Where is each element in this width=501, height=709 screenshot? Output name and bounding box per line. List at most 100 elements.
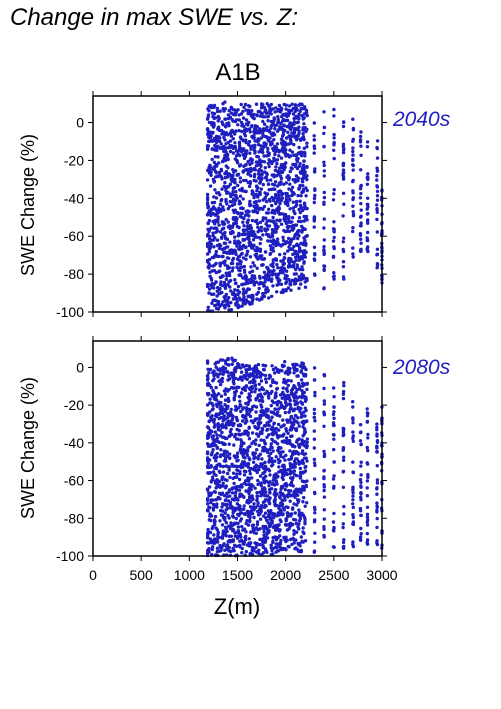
data-point	[215, 191, 219, 195]
data-point	[231, 190, 235, 194]
data-point	[267, 433, 271, 437]
data-point	[258, 274, 262, 279]
data-point	[262, 127, 267, 131]
data-point	[358, 138, 363, 142]
data-point	[219, 448, 223, 452]
data-point	[302, 137, 306, 142]
y-tick-label: -40	[64, 190, 84, 206]
data-point	[332, 529, 336, 533]
data-point	[268, 517, 272, 521]
data-point	[292, 529, 296, 533]
data-point	[259, 144, 263, 148]
data-point	[270, 521, 274, 525]
data-point	[209, 514, 214, 518]
data-point	[219, 453, 223, 457]
data-point	[272, 380, 276, 384]
data-point	[265, 389, 269, 394]
data-point	[215, 106, 220, 111]
data-point	[214, 249, 218, 254]
data-point	[275, 482, 279, 486]
data-point	[215, 451, 219, 456]
data-point	[224, 217, 228, 222]
panel-label-2080s: 2080s	[392, 356, 451, 379]
data-point	[365, 505, 370, 509]
data-point	[281, 506, 286, 510]
data-point	[278, 198, 283, 202]
data-point	[214, 137, 219, 141]
data-point	[302, 122, 306, 126]
data-point	[216, 300, 221, 304]
data-point	[240, 211, 244, 216]
data-point	[322, 488, 326, 493]
data-point	[253, 219, 258, 223]
data-point	[258, 375, 263, 379]
data-point	[290, 507, 295, 511]
data-point	[263, 176, 268, 180]
data-point	[358, 537, 363, 541]
data-point	[240, 206, 244, 210]
data-point	[237, 385, 241, 390]
data-point	[365, 523, 370, 527]
data-point	[241, 220, 245, 224]
data-point	[322, 527, 326, 531]
data-point	[211, 130, 215, 135]
data-point	[205, 252, 210, 256]
data-point	[224, 124, 228, 129]
data-point	[249, 466, 253, 471]
data-point	[221, 543, 225, 548]
data-point	[238, 176, 242, 180]
data-point	[219, 209, 223, 213]
data-point	[226, 414, 231, 418]
data-point	[253, 384, 257, 388]
data-point	[293, 109, 297, 114]
data-point	[332, 386, 336, 390]
data-point	[210, 285, 215, 290]
data-point	[341, 525, 345, 530]
data-point	[283, 547, 287, 551]
data-point	[206, 376, 210, 381]
data-point	[289, 166, 293, 170]
data-point	[239, 465, 243, 470]
data-point	[298, 395, 302, 399]
data-point	[375, 492, 379, 496]
data-point	[265, 125, 269, 129]
y-tick-label: -100	[56, 548, 84, 564]
data-point	[254, 179, 258, 183]
data-point	[292, 226, 296, 230]
data-point	[280, 193, 284, 197]
data-point	[254, 531, 258, 535]
data-point	[242, 540, 246, 545]
data-point	[286, 174, 290, 178]
data-point	[290, 216, 295, 220]
data-point	[332, 148, 336, 152]
data-point	[246, 230, 251, 235]
data-point	[331, 239, 336, 243]
data-point	[270, 246, 274, 251]
data-point	[214, 140, 219, 145]
data-point	[283, 487, 287, 492]
data-point	[297, 387, 302, 391]
data-point	[341, 430, 346, 434]
data-point	[302, 452, 306, 457]
data-point	[244, 140, 248, 145]
data-point	[216, 217, 220, 221]
data-point	[296, 179, 300, 183]
data-point	[287, 522, 291, 526]
data-point	[259, 136, 263, 140]
data-point	[209, 226, 213, 230]
data-point	[375, 504, 379, 508]
data-point	[219, 236, 224, 240]
data-point	[278, 271, 282, 275]
data-point	[297, 129, 301, 133]
data-point	[267, 224, 272, 228]
data-point	[375, 464, 379, 468]
data-point	[267, 423, 271, 428]
data-point	[291, 475, 295, 480]
data-point	[265, 172, 269, 177]
data-point	[294, 223, 299, 227]
data-point	[224, 503, 229, 507]
data-point	[248, 414, 253, 419]
data-point	[244, 253, 248, 257]
data-point	[253, 451, 257, 455]
data-point	[279, 405, 283, 410]
